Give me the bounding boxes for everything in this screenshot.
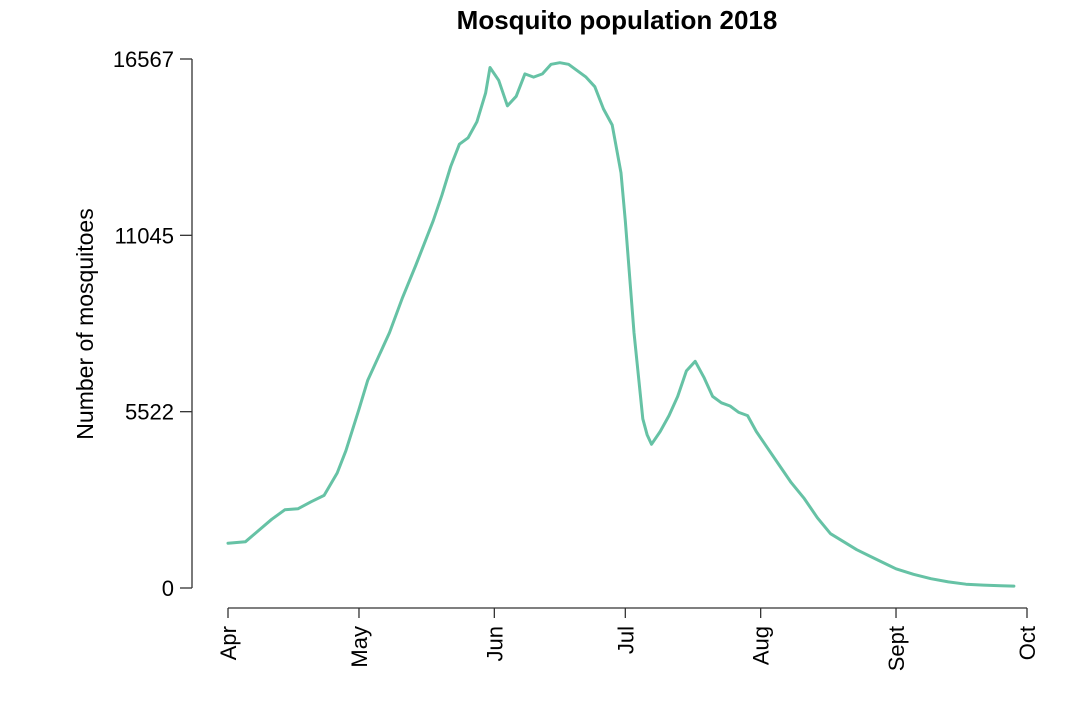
x-ticks: Apr May Jun Jul Aug Sept Oct [216,608,1040,671]
x-tick-label: May [347,626,372,668]
y-tick-label: 11045 [114,223,174,248]
y-tick-label: 5522 [125,400,174,425]
x-tick-label: Jun [482,626,507,661]
x-tick-label: Jul [613,626,638,654]
x-tick-label: Sept [884,626,909,671]
y-axis-title: Number of mosquitoes [72,208,98,439]
x-tick-label: Apr [216,626,241,660]
y-tick-label: 16567 [113,47,174,72]
x-tick-label: Oct [1015,626,1040,660]
y-tick-label: 0 [162,576,174,601]
y-ticks: 0 5522 11045 16567 [113,47,192,601]
series-line [226,61,1016,588]
chart-title: Mosquito population 2018 [457,5,778,35]
x-tick-label: Aug [749,626,774,665]
